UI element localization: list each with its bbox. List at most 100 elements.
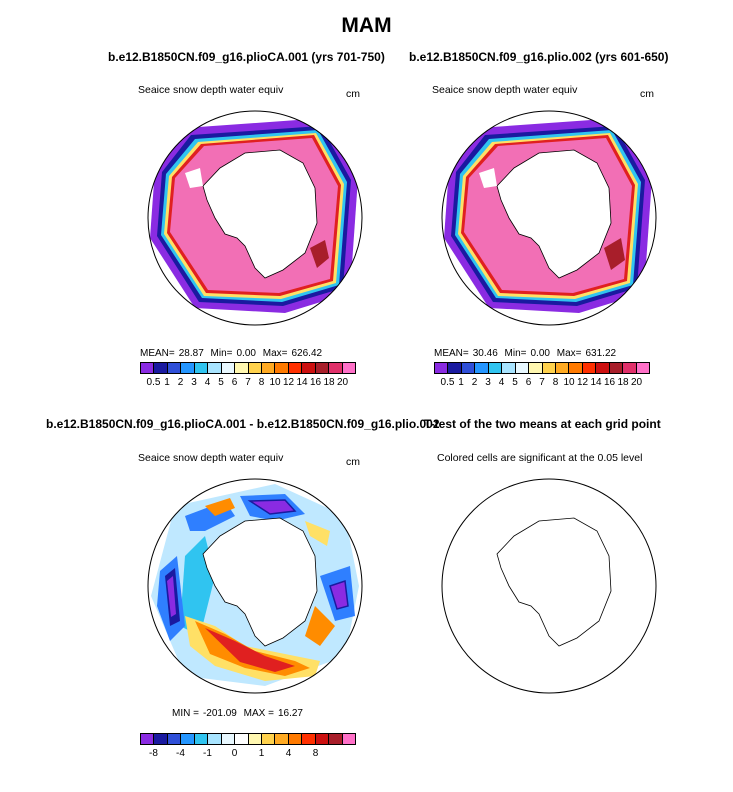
colorbar-tick-label: 14 [590, 377, 602, 388]
colorbar-swatch [542, 363, 556, 373]
colorbar-swatch [302, 363, 316, 373]
panel-1-colorbar-ticks: 0.5 1 2 3 4 5 6 7 8 10 12 14 16 18 20 [140, 377, 356, 389]
colorbar-tick-label: 5 [512, 377, 518, 388]
colorbar-swatch [288, 363, 303, 373]
colorbar-swatch [448, 363, 462, 373]
colorbar-tick-label: 3 [191, 377, 197, 388]
panel-2-stats: MEAN= 30.46 Min= 0.00 Max= 631.22 [434, 348, 617, 359]
colorbar-tick-label: 0 [231, 748, 238, 759]
colorbar-swatch [461, 363, 476, 373]
panel-3-variable-label: Seaice snow depth water equiv [138, 452, 284, 464]
colorbar-tick-label: 4 [285, 748, 292, 759]
colorbar-tick-label: -4 [176, 748, 185, 759]
colorbar-swatch [181, 734, 195, 744]
panel-2-colorbar [434, 362, 650, 374]
colorbar-tick-label: 1 [258, 748, 265, 759]
colorbar-swatch [235, 734, 249, 744]
colorbar-swatch [208, 734, 222, 744]
figure-title: MAM [341, 14, 392, 37]
colorbar-tick-label: 0.5 [146, 377, 161, 388]
colorbar-swatch [596, 363, 610, 373]
colorbar-tick-label: 2 [177, 377, 184, 388]
panel-3-unit-label: cm [346, 456, 360, 468]
antarctica-outline [496, 517, 612, 647]
colorbar-swatch [475, 363, 489, 373]
antarctica-outline [202, 517, 318, 647]
colorbar-swatch [302, 734, 316, 744]
colorbar-swatch [636, 363, 649, 373]
panel-1-polar-map [147, 110, 363, 326]
colorbar-swatch [488, 363, 503, 373]
colorbar-swatch [194, 734, 209, 744]
colorbar-swatch [329, 734, 343, 744]
colorbar-swatch [141, 363, 155, 373]
panel-3-title: b.e12.B1850CN.f09_g16.plioCA.001 - b.e12… [46, 417, 440, 431]
colorbar-swatch [208, 363, 222, 373]
colorbar-tick-label: 8 [312, 748, 319, 759]
colorbar-swatch [261, 734, 276, 744]
colorbar-tick-label: 6 [231, 377, 238, 388]
colorbar-swatch [154, 363, 168, 373]
colorbar-swatch [315, 734, 330, 744]
colorbar-tick-label: 8 [258, 377, 265, 388]
colorbar-tick-label: 10 [269, 377, 281, 388]
colorbar-swatch [275, 363, 289, 373]
colorbar-swatch [582, 363, 597, 373]
colorbar-swatch [623, 363, 637, 373]
colorbar-swatch [288, 734, 303, 744]
colorbar-tick-label: 2 [471, 377, 478, 388]
panel-1-stats: MEAN= 28.87 Min= 0.00 Max= 626.42 [140, 348, 323, 359]
colorbar-swatch [248, 363, 262, 373]
panel-3-difference-map [147, 478, 363, 694]
antarctica-outline [496, 149, 612, 279]
colorbar-tick-label: 6 [525, 377, 532, 388]
colorbar-tick-label: 3 [485, 377, 491, 388]
panel-2-polar-map [441, 110, 657, 326]
colorbar-swatch [248, 734, 262, 744]
colorbar-tick-label: 20 [336, 377, 349, 388]
colorbar-tick-label: -8 [149, 748, 158, 759]
colorbar-swatch [167, 363, 182, 373]
colorbar-tick-label: 8 [552, 377, 559, 388]
colorbar-tick-label: 5 [218, 377, 224, 388]
colorbar-swatch [194, 363, 209, 373]
colorbar-tick-label: 7 [245, 377, 251, 388]
colorbar-swatch [529, 363, 543, 373]
colorbar-tick-label: 4 [498, 377, 505, 388]
panel-1-unit-label: cm [346, 88, 360, 100]
colorbar-tick-label: 20 [630, 377, 643, 388]
colorbar-swatch [181, 363, 195, 373]
colorbar-tick-label: 0.5 [440, 377, 455, 388]
colorbar-tick-label: 16 [309, 377, 322, 388]
panel-2-unit-label: cm [640, 88, 654, 100]
colorbar-swatch [329, 363, 343, 373]
panel-2-variable-label: Seaice snow depth water equiv [432, 84, 578, 96]
panel-3-stats: MIN = -201.09 MAX = 16.27 [172, 708, 303, 719]
colorbar-swatch [154, 734, 168, 744]
colorbar-swatch [569, 363, 583, 373]
panel-1-title: b.e12.B1850CN.f09_g16.plioCA.001 (yrs 70… [108, 50, 385, 64]
colorbar-swatch [167, 734, 182, 744]
colorbar-swatch [502, 363, 516, 373]
panel-4-title: T-test of the two means at each grid poi… [424, 417, 661, 431]
colorbar-tick-label: 1 [458, 377, 464, 388]
colorbar-tick-label: 7 [539, 377, 545, 388]
panel-1-colorbar [140, 362, 356, 374]
colorbar-tick-label: 1 [164, 377, 170, 388]
colorbar-swatch [221, 734, 236, 744]
colorbar-swatch [235, 363, 249, 373]
colorbar-tick-label: 16 [603, 377, 616, 388]
panel-4-variable-label: Colored cells are significant at the 0.0… [437, 452, 643, 464]
colorbar-tick-label: 18 [617, 377, 629, 388]
colorbar-tick-label: 14 [296, 377, 308, 388]
panel-2-title: b.e12.B1850CN.f09_g16.plio.002 (yrs 601-… [409, 50, 669, 64]
antarctica-outline [202, 149, 318, 279]
colorbar-swatch [555, 363, 570, 373]
colorbar-tick-label: 12 [282, 377, 295, 388]
panel-3-colorbar-ticks: -8 -4 -1 0 1 4 8 [140, 748, 356, 760]
colorbar-tick-label: 4 [204, 377, 211, 388]
colorbar-swatch [609, 363, 624, 373]
colorbar-swatch [435, 363, 449, 373]
colorbar-tick-label: -1 [203, 748, 212, 759]
colorbar-swatch [342, 363, 355, 373]
